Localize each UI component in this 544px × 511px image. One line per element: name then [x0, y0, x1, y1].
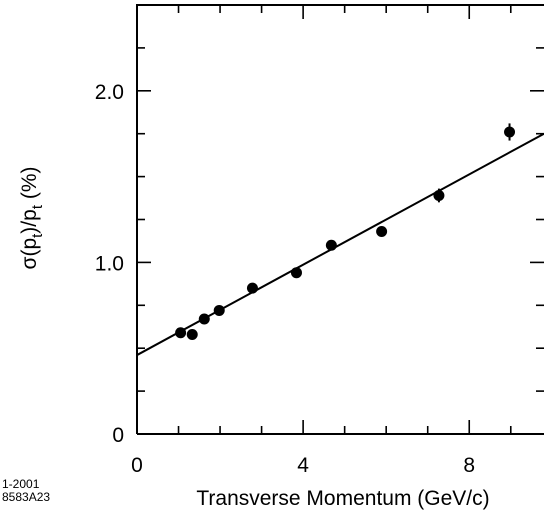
figure-code-date: 1-2001 [2, 477, 40, 491]
data-point [198, 313, 210, 325]
data-point [433, 189, 445, 201]
x-tick-label: 4 [297, 454, 309, 477]
y-tick-label: 1.0 [95, 252, 124, 275]
data-point [325, 239, 337, 251]
data-point [376, 226, 388, 238]
data-point [186, 328, 198, 340]
data-point [504, 126, 516, 138]
data-point [246, 282, 258, 294]
data-point [290, 267, 302, 279]
x-axis-title: Transverse Momentum (GeV/c) [196, 487, 489, 510]
x-tick-label: 0 [131, 454, 143, 477]
y-axis-title: σ(pt)/pt (%) [18, 167, 46, 270]
x-tick-label: 8 [463, 454, 475, 477]
data-point [175, 327, 187, 339]
figure-code-number: 8583A23 [2, 490, 50, 504]
plot-frame-top-left [136, 4, 544, 434]
fit-line [136, 132, 544, 356]
y-tick-label: 2.0 [95, 81, 124, 104]
y-tick-label: 0 [112, 424, 124, 447]
data-point [213, 304, 225, 316]
